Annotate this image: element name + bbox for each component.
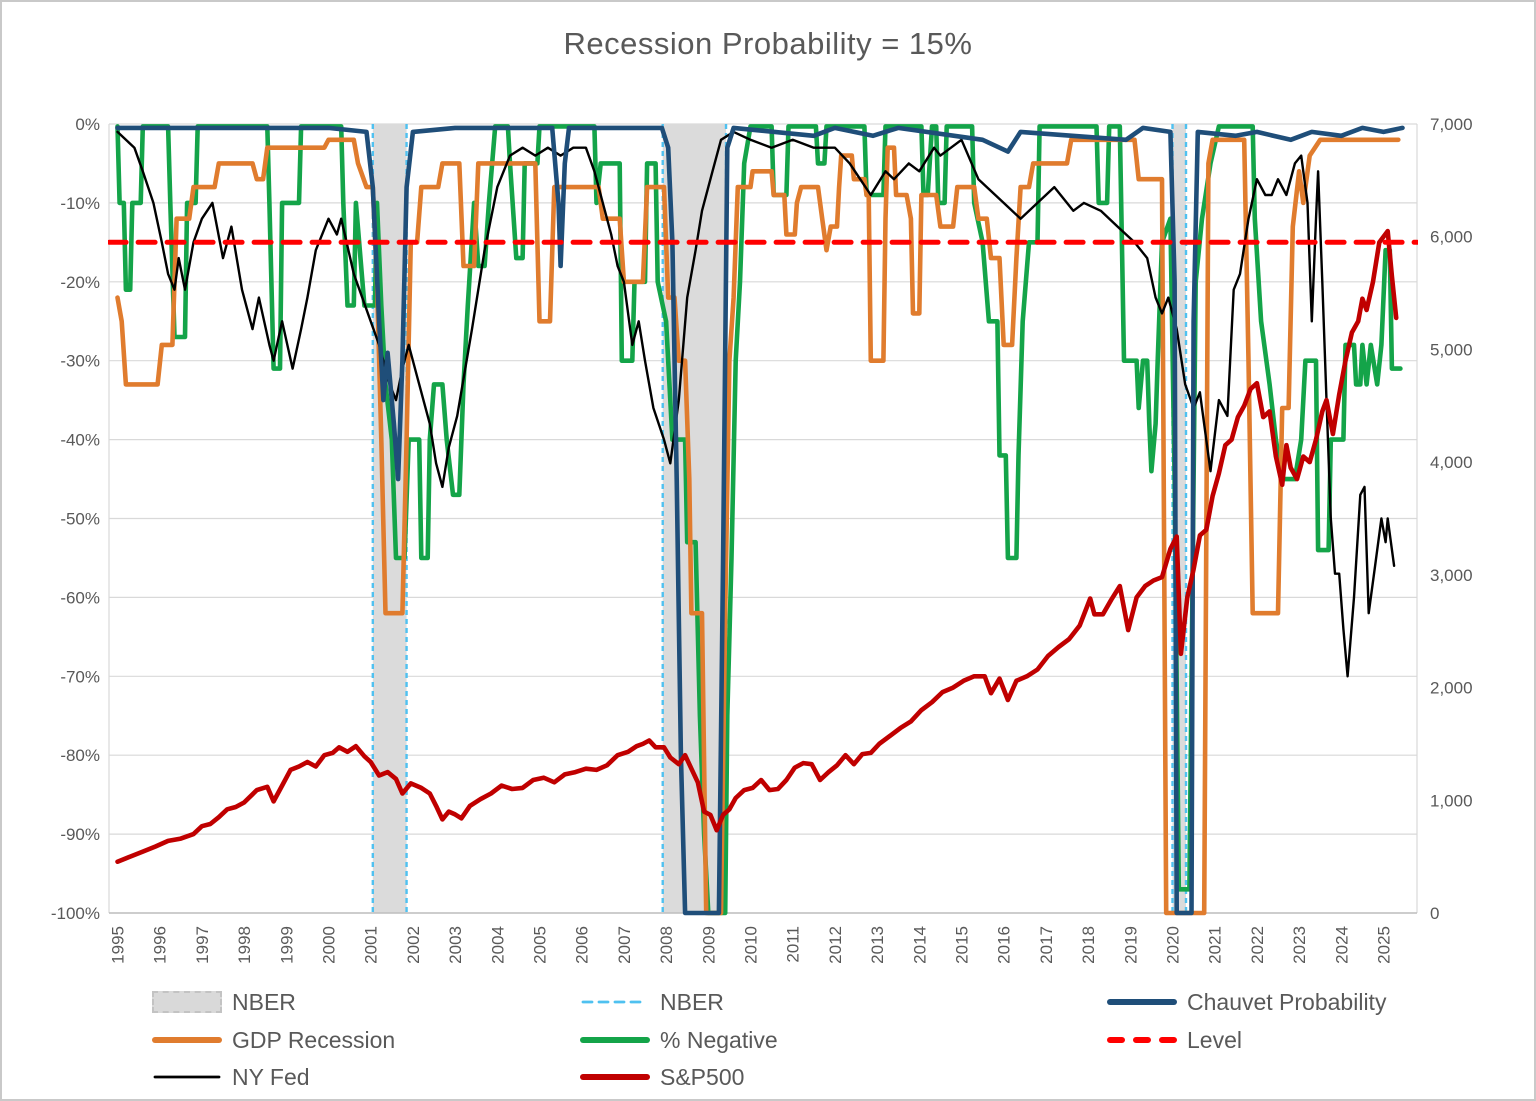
x-tick-label: 1999 bbox=[277, 926, 296, 964]
chart-plot-area: 0% -10% -20% -30% -40% -50% -60% -70% -80% -90% -1… bbox=[51, 115, 1473, 964]
y-left-tick-label: -60% bbox=[60, 588, 100, 607]
y-left-tick-label: -50% bbox=[60, 510, 100, 529]
legend-item-s-p500: S&P500 bbox=[580, 1063, 744, 1091]
legend-label: GDP Recession bbox=[232, 1026, 396, 1053]
legend-swatch-line bbox=[581, 1000, 649, 1004]
x-tick-label: 2011 bbox=[784, 926, 803, 963]
x-tick-label: 2010 bbox=[742, 926, 761, 964]
y-left-tick-label: 0% bbox=[75, 115, 100, 134]
x-tick-label: 2005 bbox=[531, 926, 550, 964]
x-tick-label: 2017 bbox=[1037, 926, 1056, 964]
y-right-tick-label: 5,000 bbox=[1430, 340, 1473, 359]
y-right-tick-label: 3,000 bbox=[1430, 566, 1473, 585]
y-left-tick-label: -30% bbox=[60, 352, 100, 371]
series-ny-fed bbox=[116, 130, 1396, 678]
x-tick-label: 2013 bbox=[868, 926, 887, 964]
legend-swatch-box bbox=[152, 991, 222, 1013]
x-tick-label: 1995 bbox=[109, 926, 128, 964]
legend-swatch-line bbox=[1107, 1037, 1177, 1043]
x-tick-label: 2024 bbox=[1332, 926, 1351, 964]
x-tick-label: 2016 bbox=[995, 926, 1014, 964]
x-tick-label: 2009 bbox=[699, 926, 718, 964]
x-tick-label: 2000 bbox=[320, 926, 339, 964]
x-tick-label: 2023 bbox=[1290, 926, 1309, 964]
y-left-tick-label: -90% bbox=[60, 825, 100, 844]
legend-label: NBER bbox=[232, 988, 296, 1015]
x-tick-label: 2001 bbox=[362, 926, 381, 964]
legend-label: Chauvet Probability bbox=[1187, 988, 1387, 1015]
x-tick-label: 2014 bbox=[910, 926, 929, 964]
legend-item-level: Level bbox=[1107, 1026, 1242, 1054]
x-tick-label: 2021 bbox=[1206, 926, 1225, 964]
x-tick-label: 2002 bbox=[404, 926, 423, 964]
series-chauvet-probability bbox=[115, 125, 1405, 916]
legend-item--negative: % Negative bbox=[580, 1026, 778, 1054]
legend-label: S&P500 bbox=[660, 1063, 745, 1090]
legend-item-nber: NBER bbox=[152, 988, 296, 1016]
x-tick-label: 2008 bbox=[657, 926, 676, 964]
x-tick-label: 2003 bbox=[446, 926, 465, 964]
y-right-tick-label: 7,000 bbox=[1430, 115, 1473, 134]
legend-swatch-line bbox=[152, 1037, 222, 1043]
legend-label: NBER bbox=[660, 988, 724, 1015]
legend-swatch-line bbox=[1107, 999, 1177, 1005]
y-left-tick-label: -40% bbox=[60, 431, 100, 450]
legend-label: NY Fed bbox=[232, 1063, 310, 1090]
legend-swatch-line bbox=[153, 1075, 221, 1079]
x-tick-label: 2018 bbox=[1079, 926, 1098, 964]
x-tick-label: 1997 bbox=[193, 926, 212, 964]
y-left-tick-label: -70% bbox=[60, 667, 100, 686]
x-tick-label: 2022 bbox=[1248, 926, 1267, 964]
legend-swatch-line bbox=[580, 1074, 650, 1080]
y-left-tick-label: -100% bbox=[51, 904, 100, 923]
x-tick-label: 1998 bbox=[235, 926, 254, 964]
x-tick-label: 2012 bbox=[826, 926, 845, 964]
y-left-tick-label: -10% bbox=[60, 194, 100, 213]
x-tick-label: 2015 bbox=[953, 926, 972, 964]
x-tick-label: 2007 bbox=[615, 926, 634, 964]
y-right-tick-label: 1,000 bbox=[1430, 791, 1473, 810]
x-tick-label: 2019 bbox=[1121, 926, 1140, 964]
y-right-tick-label: 0 bbox=[1430, 904, 1439, 923]
legend-label: % Negative bbox=[660, 1026, 778, 1053]
x-tick-label: 2020 bbox=[1164, 926, 1183, 964]
legend-item-ny-fed: NY Fed bbox=[152, 1063, 310, 1091]
x-tick-label: 2025 bbox=[1375, 926, 1394, 964]
x-tick-label: 2004 bbox=[488, 926, 507, 964]
chart-title: Recession Probability = 15% bbox=[563, 26, 973, 61]
legend-item-nber: NBER bbox=[580, 988, 724, 1016]
y-left-tick-label: -80% bbox=[60, 746, 100, 765]
y-right-tick-label: 2,000 bbox=[1430, 679, 1473, 698]
legend-item-gdp-recession: GDP Recession bbox=[152, 1026, 395, 1054]
x-tick-label: 2006 bbox=[573, 926, 592, 964]
x-tick-label: 1996 bbox=[151, 926, 170, 964]
y-right-tick-label: 4,000 bbox=[1430, 453, 1473, 472]
y-left-tick-label: -20% bbox=[60, 273, 100, 292]
legend-item-chauvet-probability: Chauvet Probability bbox=[1107, 988, 1386, 1016]
legend-swatch-line bbox=[580, 1037, 650, 1043]
y-right-tick-label: 6,000 bbox=[1430, 228, 1473, 247]
series-s-p500 bbox=[115, 228, 1399, 864]
legend-label: Level bbox=[1187, 1026, 1242, 1053]
